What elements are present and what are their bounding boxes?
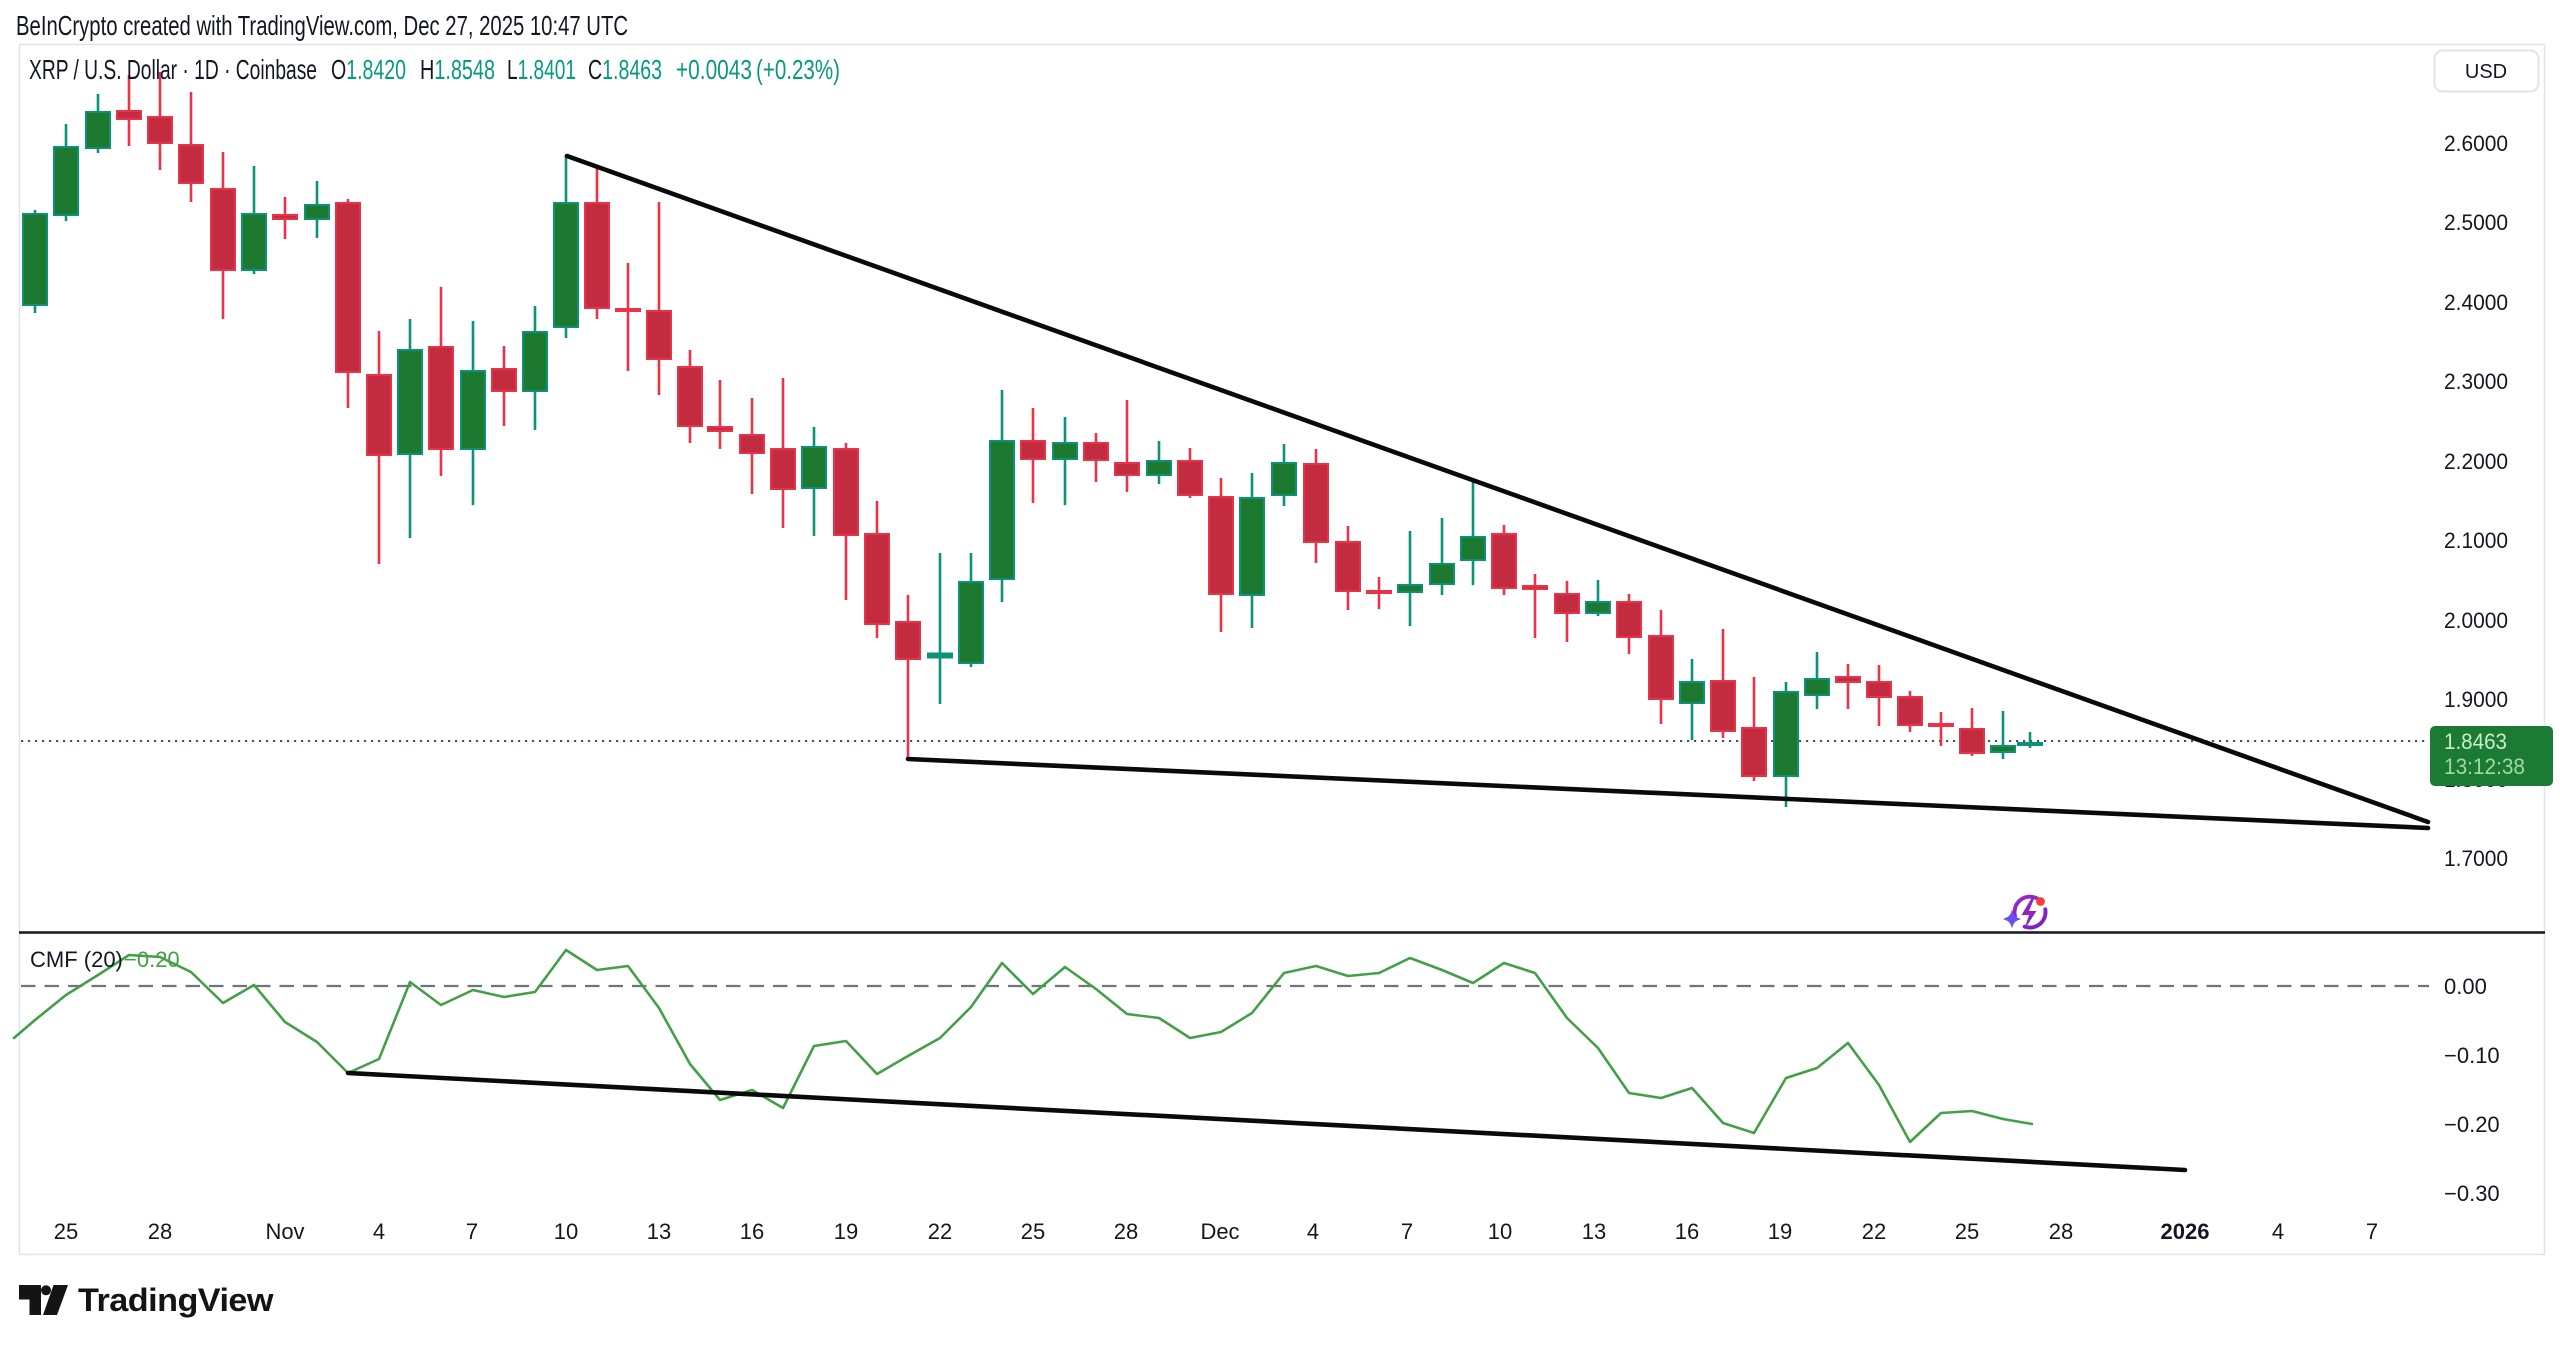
svg-text:4: 4 xyxy=(1307,1219,1319,1244)
svg-text:(+0.23%): (+0.23%) xyxy=(756,54,840,85)
svg-text:28: 28 xyxy=(1114,1219,1138,1244)
svg-text:28: 28 xyxy=(148,1219,172,1244)
svg-text:Dec: Dec xyxy=(1200,1219,1239,1244)
svg-text:TradingView: TradingView xyxy=(78,1282,274,1318)
svg-text:H1.8548: H1.8548 xyxy=(420,54,495,85)
svg-text:C1.8463: C1.8463 xyxy=(588,54,662,85)
svg-text:+0.0043: +0.0043 xyxy=(676,54,752,85)
svg-text:22: 22 xyxy=(1862,1219,1886,1244)
svg-text:13: 13 xyxy=(647,1219,671,1244)
svg-text:−0.30: −0.30 xyxy=(2444,1181,2500,1206)
svg-text:USD: USD xyxy=(2465,61,2507,83)
svg-text:4: 4 xyxy=(373,1219,385,1244)
svg-text:28: 28 xyxy=(2049,1219,2073,1244)
svg-text:2.0000: 2.0000 xyxy=(2444,608,2508,633)
svg-text:2026: 2026 xyxy=(2161,1219,2210,1244)
svg-text:25: 25 xyxy=(1021,1219,1045,1244)
svg-text:7: 7 xyxy=(1401,1219,1413,1244)
svg-text:1.8463: 1.8463 xyxy=(2444,729,2507,754)
svg-text:25: 25 xyxy=(54,1219,78,1244)
svg-text:10: 10 xyxy=(554,1219,578,1244)
svg-text:CMF (20): CMF (20) xyxy=(30,947,123,972)
svg-text:Nov: Nov xyxy=(265,1219,304,1244)
svg-text:1.9000: 1.9000 xyxy=(2444,687,2508,712)
svg-text:L1.8401: L1.8401 xyxy=(507,54,576,85)
svg-text:7: 7 xyxy=(466,1219,478,1244)
svg-text:4: 4 xyxy=(2272,1219,2284,1244)
svg-text:2.2000: 2.2000 xyxy=(2444,449,2508,474)
svg-text:2.1000: 2.1000 xyxy=(2444,528,2508,553)
svg-text:2.6000: 2.6000 xyxy=(2444,131,2508,156)
svg-text:BeInCrypto created with Tradin: BeInCrypto created with TradingView.com,… xyxy=(16,10,628,41)
svg-text:O1.8420: O1.8420 xyxy=(331,54,406,85)
svg-text:2.3000: 2.3000 xyxy=(2444,369,2508,394)
svg-text:22: 22 xyxy=(928,1219,952,1244)
svg-text:25: 25 xyxy=(1955,1219,1979,1244)
svg-text:19: 19 xyxy=(834,1219,858,1244)
svg-text:13: 13 xyxy=(1582,1219,1606,1244)
svg-text:2.4000: 2.4000 xyxy=(2444,290,2508,315)
svg-text:7: 7 xyxy=(2366,1219,2378,1244)
svg-text:1.7000: 1.7000 xyxy=(2444,846,2508,871)
svg-text:0.00: 0.00 xyxy=(2444,974,2487,999)
svg-text:19: 19 xyxy=(1768,1219,1792,1244)
svg-text:−0.10: −0.10 xyxy=(2444,1043,2500,1068)
svg-text:13:12:38: 13:12:38 xyxy=(2444,754,2525,779)
svg-text:16: 16 xyxy=(740,1219,764,1244)
svg-text:16: 16 xyxy=(1675,1219,1699,1244)
svg-text:10: 10 xyxy=(1488,1219,1512,1244)
svg-text:−0.20: −0.20 xyxy=(124,947,180,972)
svg-text:2.5000: 2.5000 xyxy=(2444,210,2508,235)
svg-text:XRP / U.S. Dollar · 1D · Coinb: XRP / U.S. Dollar · 1D · Coinbase xyxy=(29,54,317,85)
svg-text:−0.20: −0.20 xyxy=(2444,1112,2500,1137)
